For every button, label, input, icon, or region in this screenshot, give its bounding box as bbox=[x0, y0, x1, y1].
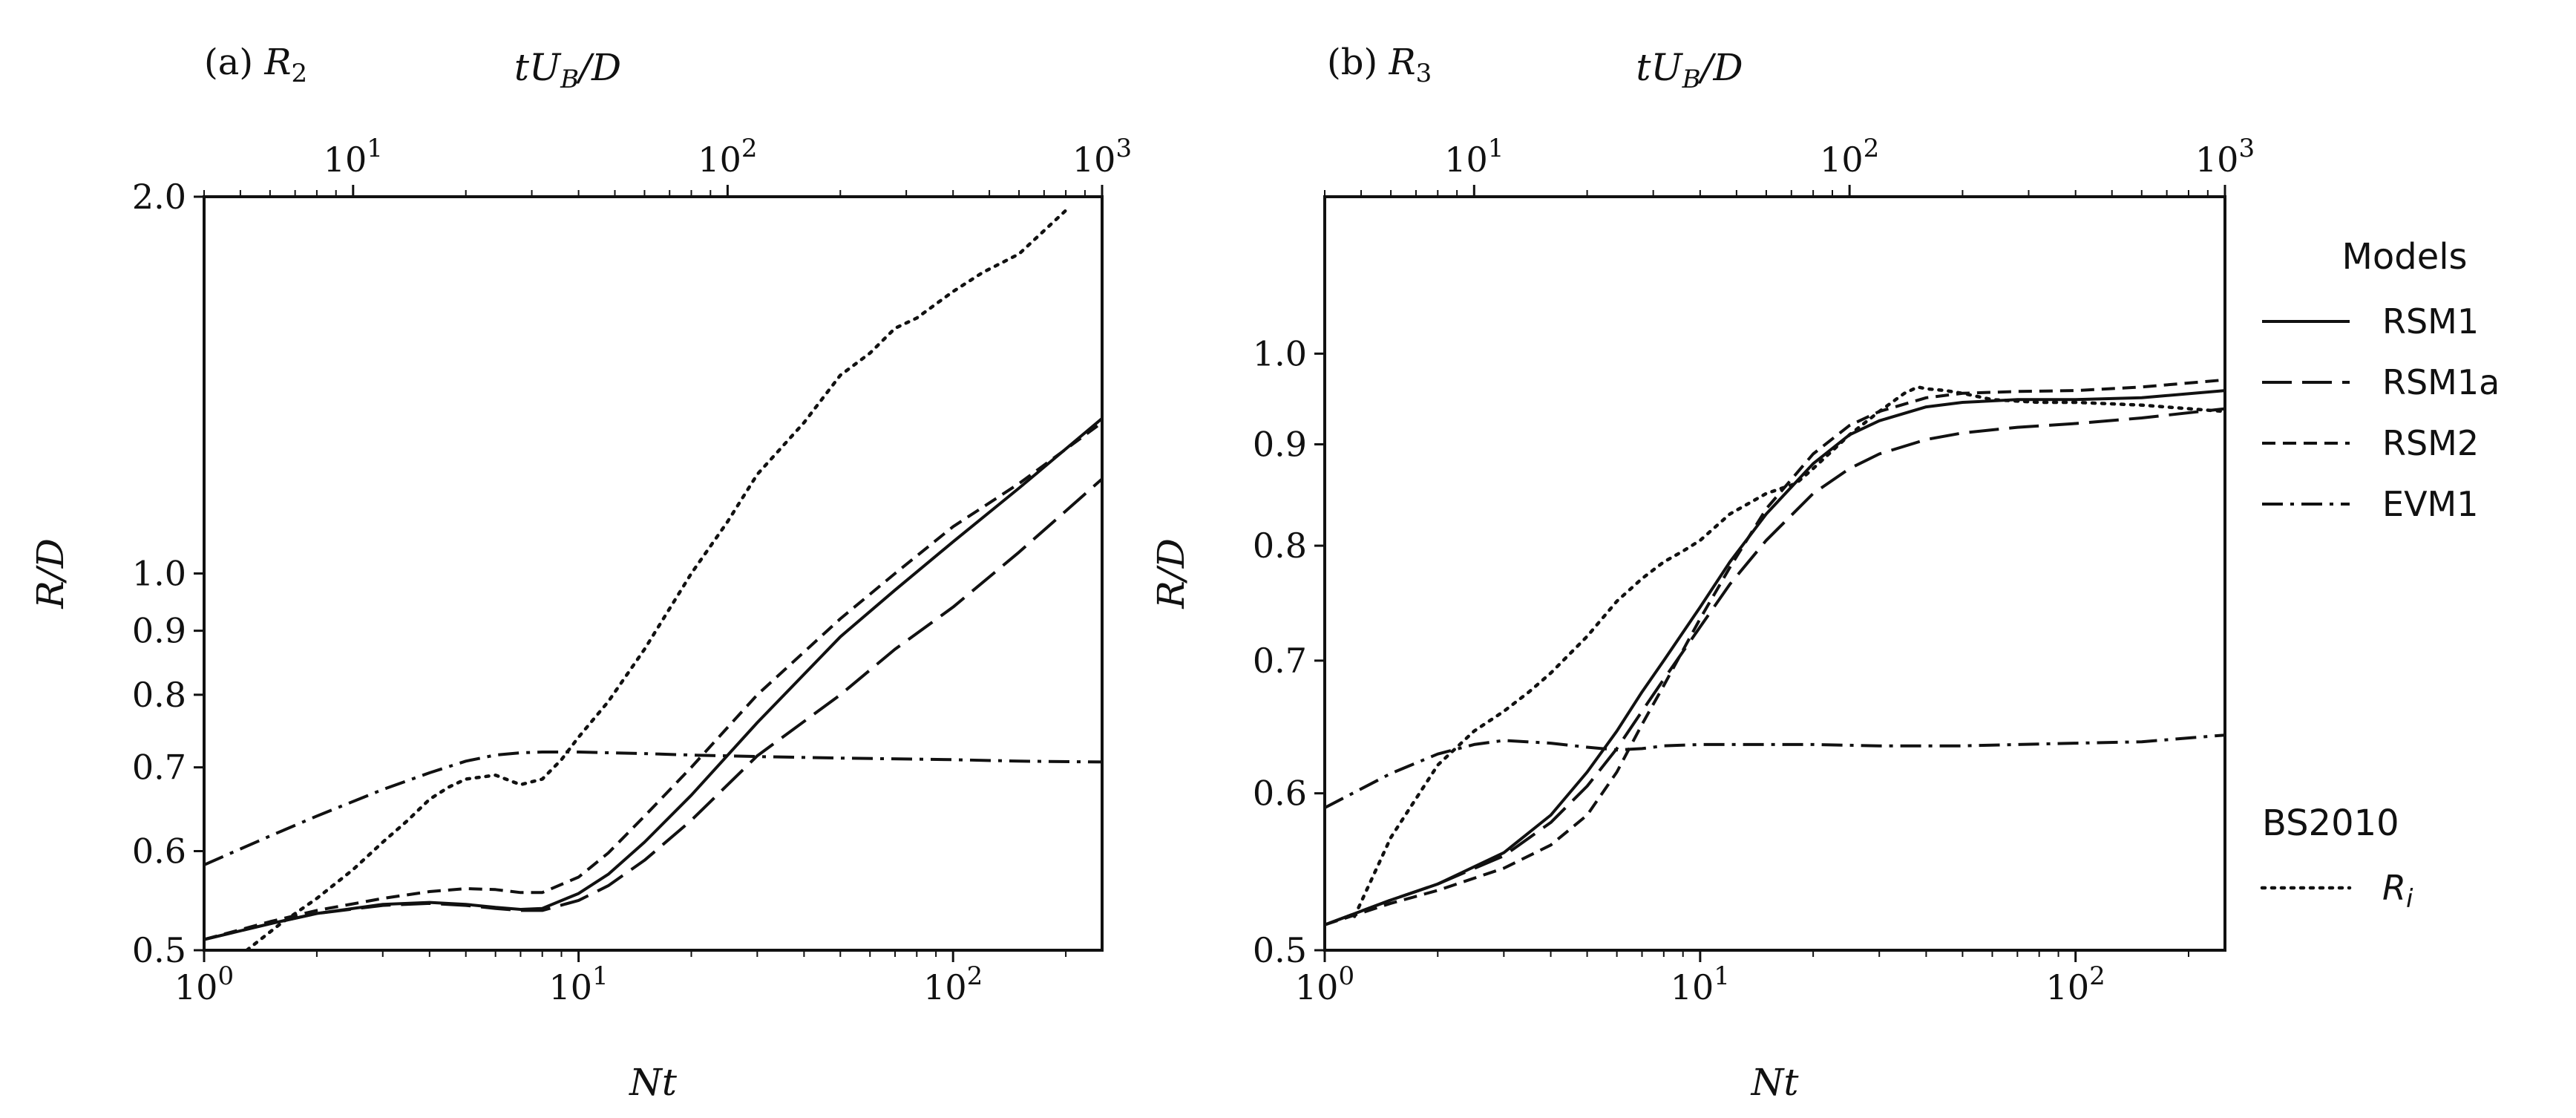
x-tick-label: 102 bbox=[2046, 961, 2105, 1007]
legend-label-evm1: EVM1 bbox=[2382, 484, 2479, 524]
x-axis-label: Nt bbox=[1751, 1061, 1800, 1104]
series-line-rsm1 bbox=[1325, 389, 2225, 926]
y-tick-label: 0.6 bbox=[1253, 774, 1307, 814]
top-x-tick-label: 101 bbox=[1444, 134, 1504, 180]
legend-label-rsm1a: RSM1a bbox=[2382, 362, 2500, 402]
x-axis-label: Nt bbox=[629, 1061, 678, 1104]
x-tick-label: 102 bbox=[923, 961, 983, 1007]
y-tick-label: 0.5 bbox=[132, 930, 186, 970]
x-tick-label: 101 bbox=[1671, 961, 1730, 1007]
y-tick-label: 0.7 bbox=[132, 748, 186, 788]
top-x-axis-label: tUB/D bbox=[1636, 46, 1743, 94]
x-tick-label: 100 bbox=[174, 961, 234, 1007]
series-line-rsm1a bbox=[1325, 407, 2225, 926]
series-group bbox=[1325, 378, 2225, 926]
y-axis-label: R/D bbox=[29, 538, 72, 609]
y-axis-label: R/D bbox=[1150, 538, 1193, 609]
series-line-rsm1a bbox=[204, 477, 1102, 941]
series-line-evm1 bbox=[1325, 733, 2225, 809]
plot-frame bbox=[203, 195, 1104, 952]
y-tick-label: 0.5 bbox=[1253, 930, 1307, 970]
panel-a-r2: 100 101 102 101 102 103 0.5 0.6 0.7 0.8 0.9 1.0 2.0 N… bbox=[29, 42, 1132, 1104]
series-line-bs2010-r-i bbox=[245, 209, 1068, 950]
legend-label-rsm2: RSM2 bbox=[2382, 423, 2479, 463]
legend-title-models: Models bbox=[2341, 236, 2467, 278]
top-x-tick-label: 103 bbox=[1072, 134, 1132, 180]
y-tick-label: 2.0 bbox=[132, 177, 186, 217]
panel-title: (a) R2 bbox=[204, 42, 307, 88]
y-tick-label: 0.6 bbox=[132, 831, 186, 872]
y-tick-label: 0.8 bbox=[1253, 526, 1307, 566]
y-tick-label: 0.8 bbox=[132, 675, 186, 715]
panel-b-r3: 100 101 102 101 102 103 0.5 0.6 0.7 0.8 0.9 1.0 Nt R/… bbox=[1150, 42, 2255, 1104]
x-tick-label: 101 bbox=[549, 961, 609, 1007]
series-line-rsm1 bbox=[204, 417, 1102, 941]
top-x-tick-label: 103 bbox=[2195, 134, 2255, 180]
legend-label-rsm1: RSM1 bbox=[2382, 301, 2479, 341]
x-tick-label: 100 bbox=[1295, 961, 1354, 1007]
series-line-bs2010-r-i bbox=[1352, 385, 2225, 918]
y-tick-label: 0.9 bbox=[1253, 425, 1307, 465]
series-line-rsm2 bbox=[204, 421, 1102, 941]
legend-label-bs2010: Ri bbox=[2382, 868, 2413, 914]
series-line-evm1 bbox=[204, 751, 1102, 866]
legend-title-reference: BS2010 bbox=[2262, 802, 2399, 844]
y-tick-label: 1.0 bbox=[132, 554, 186, 594]
top-x-tick-label: 102 bbox=[1820, 134, 1879, 180]
plot-frame bbox=[1323, 195, 2226, 952]
series-line-rsm2 bbox=[1325, 378, 2225, 926]
series-group bbox=[204, 209, 1102, 950]
top-x-tick-label: 102 bbox=[698, 134, 757, 180]
top-x-tick-label: 101 bbox=[324, 134, 383, 180]
top-x-axis-label: tUB/D bbox=[514, 46, 621, 94]
y-tick-label: 0.7 bbox=[1253, 641, 1307, 681]
y-tick-label: 0.9 bbox=[132, 611, 186, 651]
panel-title: (b) R3 bbox=[1327, 42, 1432, 88]
y-tick-label: 1.0 bbox=[1253, 333, 1307, 373]
legend: Models RSM1 RSM1a RSM2 EVM1 BS2010 Ri bbox=[2260, 236, 2500, 914]
